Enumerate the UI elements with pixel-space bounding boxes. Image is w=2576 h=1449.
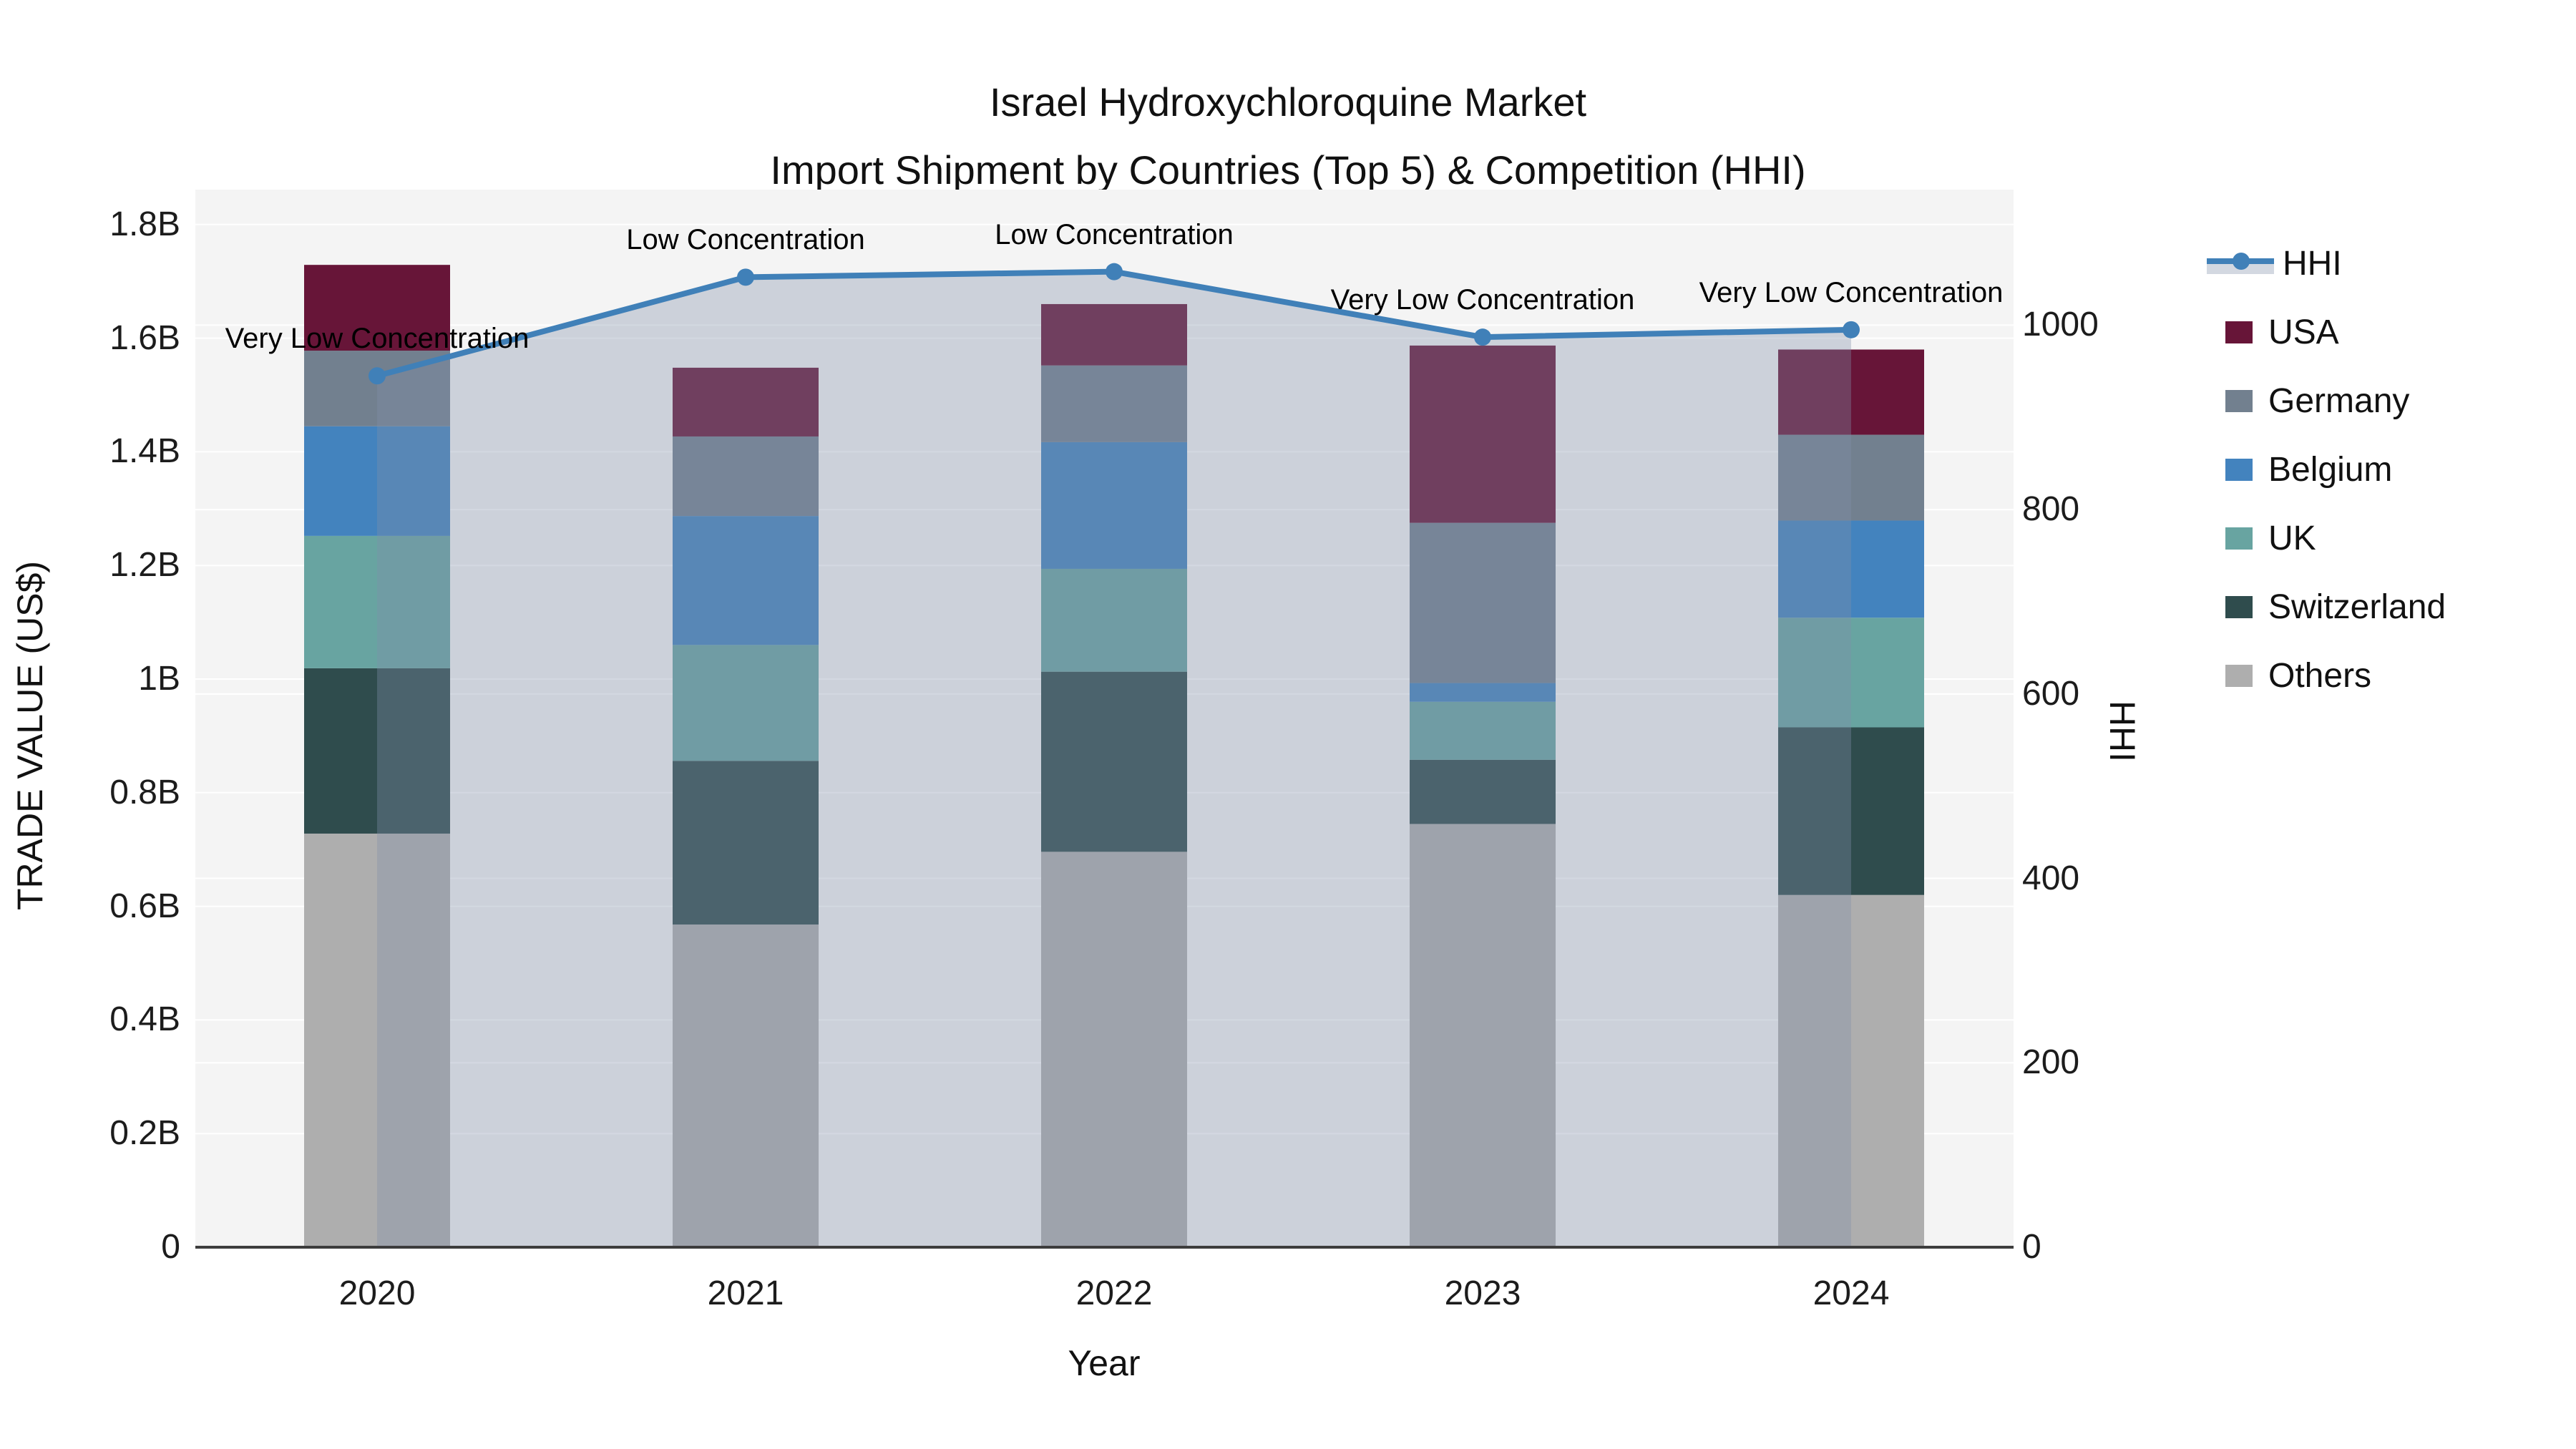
bar-2020-others xyxy=(304,833,450,1247)
bar-2023-switzerland xyxy=(1410,759,1556,824)
legend-label-others: Others xyxy=(2268,656,2372,695)
x-tick-2020: 2020 xyxy=(338,1274,416,1312)
x-tick-2021: 2021 xyxy=(707,1274,784,1312)
bar-2021-germany xyxy=(673,436,819,517)
hhi-marker-2020[interactable] xyxy=(369,367,386,385)
x-tick-2024: 2024 xyxy=(1813,1274,1890,1312)
y-left-tick-0: 0 xyxy=(161,1228,180,1266)
usa-color-swatch xyxy=(2225,321,2253,343)
y-left-axis-title: TRADE VALUE (US$) xyxy=(10,560,50,911)
hhi-marker-2021[interactable] xyxy=(737,268,754,286)
bar-2023-belgium xyxy=(1410,683,1556,702)
legend-item-germany[interactable]: Germany xyxy=(2201,379,2409,422)
legend-item-switzerland[interactable]: Switzerland xyxy=(2201,585,2446,628)
y-left-tick-0.6B: 0.6B xyxy=(109,887,180,925)
bar-2021-others xyxy=(673,924,819,1247)
bar-2022-uk xyxy=(1041,568,1187,672)
y-left-tick-0.4B: 0.4B xyxy=(109,1000,180,1039)
annotation-hhi-2021: Low Concentration xyxy=(626,224,865,256)
legend-label-usa: USA xyxy=(2268,313,2339,351)
x-tick-2022: 2022 xyxy=(1075,1274,1153,1312)
y-right-tick-1000: 1000 xyxy=(2022,306,2099,344)
legend-label-switzerland: Switzerland xyxy=(2268,587,2446,626)
hhi-line-legend-icon xyxy=(2207,251,2274,275)
legend-item-uk[interactable]: UK xyxy=(2201,517,2316,560)
y-right-tick-200: 200 xyxy=(2022,1043,2080,1082)
bar-2024-uk xyxy=(1778,618,1924,728)
bar-2023-others xyxy=(1410,824,1556,1247)
legend-item-hhi[interactable]: HHI xyxy=(2201,242,2342,285)
bar-2024-belgium xyxy=(1778,520,1924,618)
bar-2020-usa xyxy=(304,265,450,351)
bar-2024-others xyxy=(1778,894,1924,1247)
hhi-area-fill xyxy=(377,271,1851,1248)
legend-label-belgium: Belgium xyxy=(2268,450,2393,489)
bar-2024-germany xyxy=(1778,434,1924,521)
bar-2023-uk xyxy=(1410,701,1556,760)
y-left-tick-1.4B: 1.4B xyxy=(109,432,180,471)
bar-2022-usa xyxy=(1041,303,1187,366)
y-right-axis-title: HHI xyxy=(2102,700,2142,763)
bar-2023-germany xyxy=(1410,522,1556,683)
bar-2024-switzerland xyxy=(1778,727,1924,895)
uk-color-swatch xyxy=(2225,527,2253,550)
bar-2024-usa xyxy=(1778,349,1924,435)
chart-title-line1: Israel Hydroxychloroquine Market xyxy=(989,79,1587,125)
bar-2020-switzerland xyxy=(304,668,450,834)
legend-label-germany: Germany xyxy=(2268,381,2410,420)
bar-2023-usa xyxy=(1410,345,1556,523)
annotation-hhi-2020: Very Low Concentration xyxy=(225,323,530,355)
legend-label-hhi: HHI xyxy=(2283,244,2342,283)
y-left-tick-0.8B: 0.8B xyxy=(109,773,180,811)
legend-label-uk: UK xyxy=(2268,519,2316,557)
bar-2022-others xyxy=(1041,852,1187,1247)
legend-item-others[interactable]: Others xyxy=(2201,654,2371,697)
bar-2022-germany xyxy=(1041,365,1187,442)
bar-2022-switzerland xyxy=(1041,671,1187,852)
switzerland-color-swatch xyxy=(2225,595,2253,618)
bar-2020-uk xyxy=(304,535,450,668)
hhi-marker-2023[interactable] xyxy=(1474,328,1491,346)
bar-2021-usa xyxy=(673,367,819,436)
y-left-tick-1.6B: 1.6B xyxy=(109,318,180,357)
bar-2021-belgium xyxy=(673,516,819,645)
germany-color-swatch xyxy=(2225,389,2253,412)
y-right-tick-800: 800 xyxy=(2022,490,2080,529)
others-color-swatch xyxy=(2225,664,2253,687)
y-left-tick-1B: 1B xyxy=(138,660,180,698)
annotation-hhi-2022: Low Concentration xyxy=(995,218,1234,250)
legend-item-belgium[interactable]: Belgium xyxy=(2201,448,2392,491)
x-tick-2023: 2023 xyxy=(1444,1274,1521,1312)
belgium-color-swatch xyxy=(2225,458,2253,481)
y-right-tick-0: 0 xyxy=(2022,1228,2041,1266)
y-left-tick-1.8B: 1.8B xyxy=(109,205,180,243)
bar-2021-uk xyxy=(673,645,819,761)
hhi-marker-2024[interactable] xyxy=(1843,321,1860,338)
chart-title-line2: Import Shipment by Countries (Top 5) & C… xyxy=(770,147,1806,192)
x-axis-title: Year xyxy=(1068,1343,1141,1383)
legend-item-usa[interactable]: USA xyxy=(2201,311,2339,353)
y-right-tick-400: 400 xyxy=(2022,859,2080,897)
y-left-tick-1.2B: 1.2B xyxy=(109,546,180,585)
bar-2022-belgium xyxy=(1041,441,1187,569)
hhi-marker-2022[interactable] xyxy=(1106,263,1123,280)
bar-2020-belgium xyxy=(304,426,450,536)
bar-2021-switzerland xyxy=(673,761,819,925)
annotation-hhi-2023: Very Low Concentration xyxy=(1330,284,1635,316)
y-left-tick-0.2B: 0.2B xyxy=(109,1114,180,1153)
annotation-hhi-2024: Very Low Concentration xyxy=(1699,276,2004,308)
y-right-tick-600: 600 xyxy=(2022,674,2080,713)
